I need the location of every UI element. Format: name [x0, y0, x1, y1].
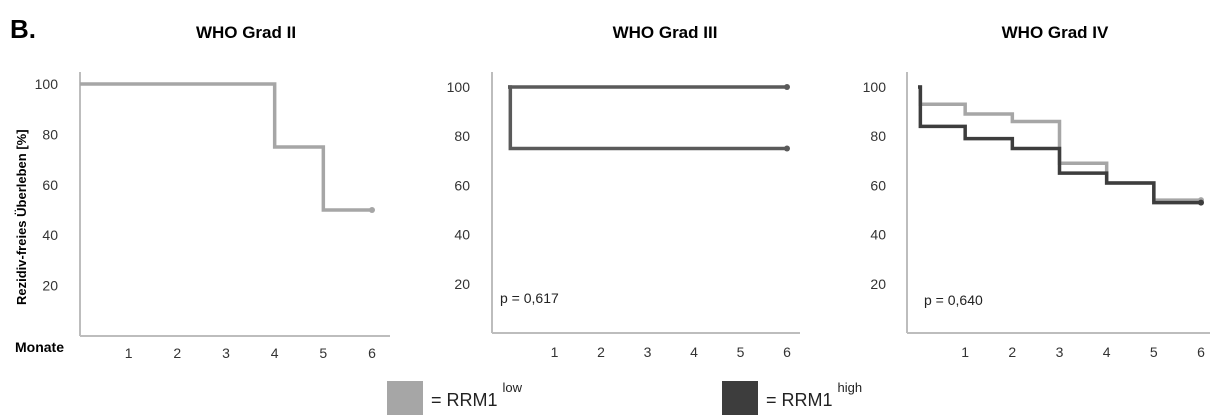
x-tick-label: 3	[222, 345, 230, 361]
legend-item-low: = RRM1 low	[387, 380, 523, 415]
y-tick-label: 80	[42, 126, 58, 142]
survival-curve-0	[80, 82, 372, 212]
y-tick-label: 20	[454, 276, 470, 292]
x-tick-label: 1	[961, 344, 969, 360]
censor-marker	[369, 207, 375, 213]
x-tick-label: 2	[173, 345, 181, 361]
y-tick-label: 100	[35, 76, 59, 92]
p-value: p = 0,617	[500, 290, 559, 306]
legend-label-sup: low	[503, 380, 523, 395]
y-tick-label: 40	[42, 227, 58, 243]
chart-title: WHO Grad III	[613, 23, 718, 42]
x-tick-label: 6	[368, 345, 376, 361]
x-tick-label: 4	[271, 345, 279, 361]
x-tick-label: 2	[1008, 344, 1016, 360]
legend-label-sup: high	[838, 380, 863, 395]
x-tick-label: 2	[597, 344, 605, 360]
y-tick-label: 60	[454, 177, 470, 193]
censor-marker	[1198, 199, 1204, 206]
y-tick-label: 40	[454, 227, 470, 243]
y-tick-label: 60	[870, 177, 886, 193]
survival-curve-1	[918, 85, 1201, 205]
x-tick-label: 3	[644, 344, 652, 360]
x-tick-label: 5	[319, 345, 327, 361]
chart-who-grad-iii: WHO Grad III p = 0,617 20 40 60 80 100 1 2 3 4 5 6	[447, 23, 800, 360]
x-tick-label: 5	[737, 344, 745, 360]
y-tick-label: 80	[454, 128, 470, 144]
survival-curve-0	[918, 85, 1201, 202]
panel-label: B.	[10, 14, 36, 44]
censor-marker	[784, 84, 790, 90]
survival-curve-1	[508, 85, 787, 151]
chart-title: WHO Grad II	[196, 23, 296, 42]
y-tick-label: 60	[42, 177, 58, 193]
x-tick-label: 6	[1197, 344, 1205, 360]
legend-label-high: = RRM1 high	[766, 380, 862, 410]
censor-marker	[784, 145, 790, 152]
x-tick-label: 4	[690, 344, 698, 360]
legend-label-low: = RRM1 low	[431, 380, 523, 410]
x-tick-label: 5	[1150, 344, 1158, 360]
chart-who-grad-iv: WHO Grad IV p = 0,640 20 40 60 80 100 1 2 3 4 5 6	[863, 23, 1210, 360]
legend-label-text: = RRM1	[766, 390, 833, 410]
y-tick-label: 40	[870, 227, 886, 243]
chart-who-grad-ii: WHO Grad II 20 40 60 80 100 1 2 3 4 5 6	[35, 23, 390, 361]
legend-item-high: = RRM1 high	[722, 380, 862, 415]
y-axis-label: Rezidiv-freies Überleben [%]	[14, 129, 29, 305]
legend: = RRM1 low = RRM1 high	[387, 380, 862, 415]
x-axis-prefix: Monate	[15, 339, 64, 355]
x-tick-label: 4	[1103, 344, 1111, 360]
x-tick-label: 1	[551, 344, 559, 360]
y-tick-label: 20	[870, 276, 886, 292]
y-tick-label: 100	[447, 79, 471, 95]
y-tick-label: 20	[42, 278, 58, 294]
chart-title: WHO Grad IV	[1002, 23, 1109, 42]
y-tick-label: 80	[870, 128, 886, 144]
x-tick-label: 6	[783, 344, 791, 360]
legend-label-text: = RRM1	[431, 390, 498, 410]
x-tick-label: 3	[1056, 344, 1064, 360]
legend-swatch-high	[722, 381, 758, 415]
y-tick-label: 100	[863, 79, 887, 95]
p-value: p = 0,640	[924, 292, 983, 308]
x-tick-label: 1	[125, 345, 133, 361]
legend-swatch-low	[387, 381, 423, 415]
